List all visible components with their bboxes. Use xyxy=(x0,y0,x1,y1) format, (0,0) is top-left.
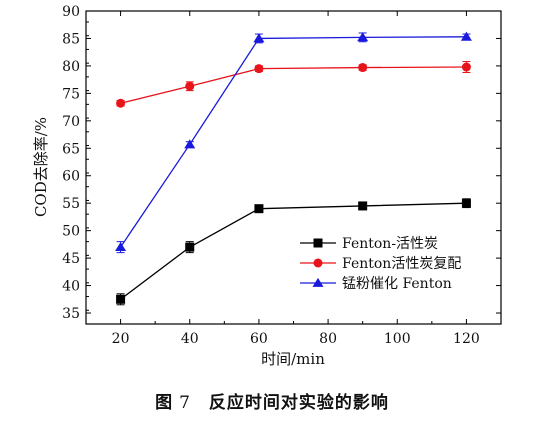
data-point xyxy=(116,98,126,108)
x-tick-label: 80 xyxy=(319,331,337,347)
data-point xyxy=(358,63,368,73)
y-tick-label: 60 xyxy=(62,169,80,185)
data-point xyxy=(254,204,264,214)
y-tick-label: 80 xyxy=(62,59,80,75)
y-tick-label: 50 xyxy=(62,224,80,240)
series xyxy=(116,61,471,108)
data-point xyxy=(358,201,368,211)
figure-label: 图 xyxy=(155,393,174,413)
legend-label: Fenton活性炭复配 xyxy=(342,255,461,272)
series xyxy=(115,31,472,254)
y-tick-label: 85 xyxy=(62,31,80,47)
x-tick-label: 40 xyxy=(181,331,199,347)
data-point xyxy=(461,198,471,208)
x-axis-ticks: 20 40 60 80 100 120 xyxy=(112,11,502,347)
x-axis-label: 时间/min xyxy=(261,350,325,368)
data-point xyxy=(116,294,126,304)
y-axis-ticks: 35 40 45 50 55 60 65 70 75 80 85 90 xyxy=(62,4,501,325)
x-tick-label: 100 xyxy=(384,331,411,347)
data-point xyxy=(185,242,195,252)
y-tick-label: 70 xyxy=(62,114,80,130)
legend-label: Fenton-活性炭 xyxy=(342,236,438,252)
legend-marker xyxy=(312,277,324,287)
data-point xyxy=(185,81,195,91)
legend-label: 锰粉催化 Fenton xyxy=(342,276,452,292)
data-point xyxy=(357,32,369,42)
x-tick-label: 20 xyxy=(112,331,130,347)
data-point xyxy=(115,241,127,252)
data-point xyxy=(184,139,196,149)
data-point xyxy=(253,33,265,43)
figure-number: 7 xyxy=(179,393,191,413)
x-tick-label: 120 xyxy=(453,331,480,347)
data-point xyxy=(254,64,264,74)
y-axis-label: COD去除率/% xyxy=(32,117,50,217)
data-point xyxy=(460,31,472,41)
figure-caption: 图 7 反应时间对实验的影响 xyxy=(0,388,544,413)
y-tick-label: 55 xyxy=(62,196,80,212)
y-tick-label: 35 xyxy=(62,306,80,322)
legend-marker xyxy=(313,258,323,268)
data-point xyxy=(461,62,471,72)
series xyxy=(116,198,471,306)
series-line xyxy=(120,66,467,104)
y-tick-label: 75 xyxy=(62,86,80,102)
legend-marker xyxy=(313,238,323,248)
y-tick-label: 45 xyxy=(62,251,80,267)
x-tick-label: 60 xyxy=(250,331,268,347)
y-tick-label: 90 xyxy=(62,4,80,20)
figure-title: 反应时间对实验的影响 xyxy=(208,393,389,413)
y-tick-label: 40 xyxy=(62,279,80,295)
y-tick-label: 65 xyxy=(62,141,80,157)
series-layer xyxy=(115,31,472,306)
